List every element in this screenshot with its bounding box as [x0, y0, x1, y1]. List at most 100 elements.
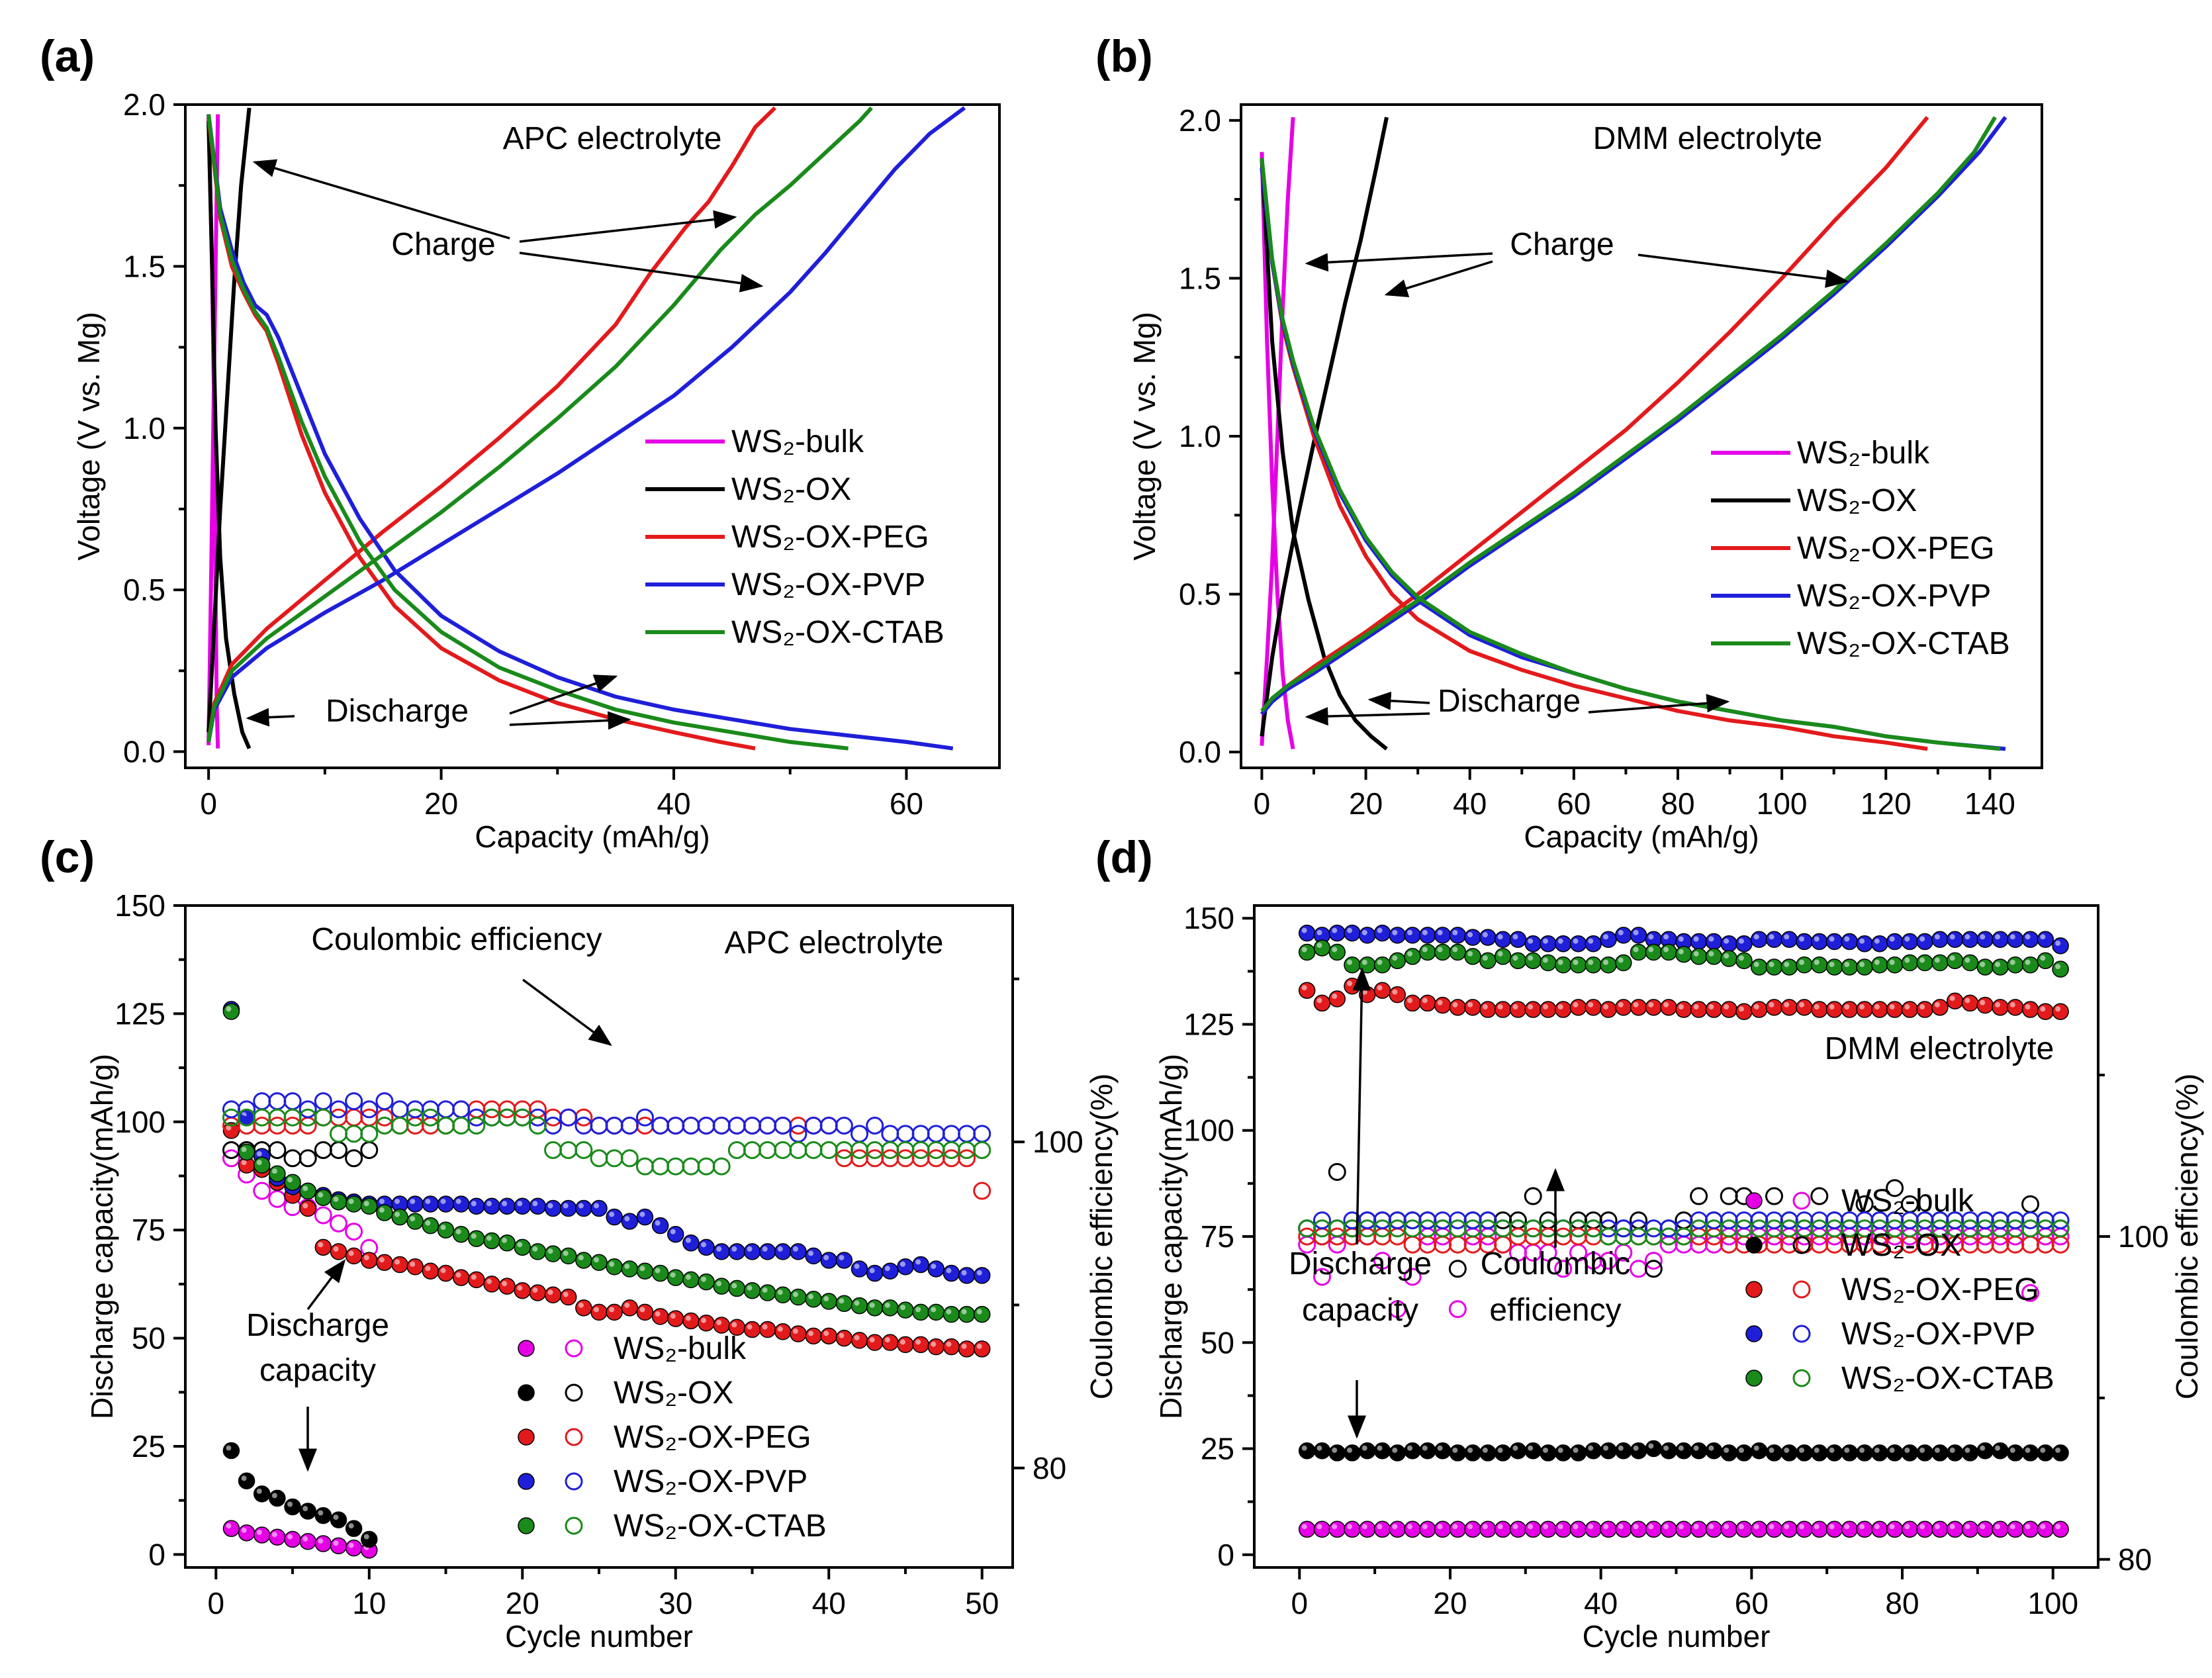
capacity-point-highlight	[1753, 934, 1759, 940]
capacity-point-highlight	[1829, 936, 1835, 942]
capacity-point-ws2-ox-peg	[2037, 1003, 2054, 1021]
capacity-point-highlight	[1392, 1447, 1398, 1453]
capacity-point-highlight	[1724, 953, 1729, 959]
capacity-point-ws2-bulk	[314, 1535, 332, 1552]
capacity-point-ws2-bulk	[2007, 1520, 2024, 1538]
capacity-point-highlight	[1874, 1447, 1880, 1453]
efficiency-point-ws2-ox-ctab	[575, 1141, 593, 1159]
capacity-point-ws2-ox-ctab	[1992, 958, 2009, 976]
legend-label-ws2-ox: WS₂-OX	[1841, 1228, 1961, 1263]
capacity-point-ws2-ox-pvp	[2007, 931, 2024, 949]
x-tick-label: 20	[1433, 1586, 1467, 1620]
capacity-point-ws2-ox-pvp	[927, 1260, 945, 1278]
capacity-point-highlight	[899, 1339, 905, 1345]
capacity-point-ws2-ox-peg	[820, 1327, 837, 1345]
capacity-point-ws2-ox-pvp	[866, 1264, 884, 1282]
capacity-point-ws2-ox-peg	[1389, 986, 1406, 1003]
capacity-point-highlight	[1301, 1524, 1307, 1530]
capacity-point-ws2-ox-peg	[1946, 992, 1964, 1009]
capacity-point-highlight	[302, 1186, 308, 1191]
capacity-point-ws2-ox-ctab	[391, 1208, 408, 1226]
capacity-point-ws2-ox	[1373, 1442, 1391, 1460]
capacity-point-ws2-ox-peg	[606, 1303, 623, 1321]
capacity-point-ws2-ox	[238, 1472, 255, 1490]
capacity-point-highlight	[1528, 1445, 1534, 1451]
capacity-point-highlight	[333, 1196, 339, 1202]
capacity-point-highlight	[670, 1313, 676, 1319]
capacity-point-ws2-ox-peg	[376, 1254, 393, 1271]
capacity-point-highlight	[1663, 1445, 1669, 1451]
capacity-point-ws2-bulk	[1524, 1520, 1542, 1538]
capacity-point-highlight	[1512, 1445, 1518, 1451]
capacity-point-ws2-ox-ctab	[1841, 958, 1859, 976]
capacity-point-ws2-ox-pvp	[759, 1243, 776, 1260]
discharge-curve-ws2-bulk	[1260, 152, 1295, 749]
capacity-point-ws2-ox-peg	[1750, 1001, 1768, 1018]
capacity-point-ws2-ox	[1569, 1444, 1587, 1462]
capacity-point-ws2-bulk	[1871, 1520, 1888, 1538]
capacity-point-highlight	[1648, 1524, 1654, 1530]
capacity-point-ws2-ox-peg	[2052, 1003, 2069, 1021]
capacity-point-highlight	[256, 1151, 262, 1157]
y-tick-label: 75	[1201, 1219, 1234, 1254]
y-tick-label: 2.0	[123, 87, 165, 122]
capacity-point-highlight	[1874, 1524, 1880, 1530]
capacity-point-highlight	[869, 1302, 875, 1308]
capacity-point-highlight	[884, 1337, 890, 1343]
capacity-point-ws2-ox	[269, 1489, 286, 1507]
capacity-point-ws2-ox-pvp	[667, 1225, 684, 1243]
capacity-point-ws2-ox-pvp	[1449, 927, 1467, 944]
capacity-point-ws2-ox-pvp	[1359, 927, 1376, 944]
capacity-point-highlight	[1512, 934, 1518, 940]
capacity-point-highlight	[2055, 940, 2061, 946]
capacity-point-highlight	[1573, 1447, 1579, 1453]
capacity-point-highlight	[1829, 1004, 1835, 1010]
capacity-point-highlight	[1663, 947, 1669, 953]
capacity-point-ws2-ox-peg	[330, 1243, 347, 1260]
efficiency-point-ws2-ox	[299, 1149, 317, 1168]
capacity-point-highlight	[701, 1317, 707, 1323]
y-tick-label: 0	[148, 1537, 165, 1571]
capacity-point-highlight	[1859, 1524, 1865, 1530]
capacity-point-highlight	[1919, 936, 1925, 942]
capacity-point-ws2-bulk	[253, 1526, 271, 1544]
capacity-point-highlight	[1904, 936, 1910, 942]
capacity-point-highlight	[348, 1250, 354, 1256]
charge-arrow	[519, 210, 737, 243]
capacity-point-highlight	[226, 1125, 232, 1131]
capacity-point-ws2-bulk	[1825, 1520, 1843, 1538]
capacity-point-highlight	[1844, 961, 1850, 967]
capacity-point-ws2-ox-pvp	[1615, 927, 1632, 944]
capacity-point-highlight	[1844, 1004, 1850, 1010]
capacity-point-ws2-ox-ctab	[851, 1297, 868, 1315]
capacity-point-highlight	[1452, 1447, 1458, 1453]
capacity-point-highlight	[823, 1296, 829, 1302]
panel-label: (c)	[40, 832, 95, 882]
capacity-point-ws2-ox-ctab	[1811, 956, 1828, 974]
capacity-point-ws2-ox-pvp	[1600, 931, 1617, 949]
legend-open-marker-ws2-ox-ctab	[565, 1516, 583, 1535]
capacity-point-highlight	[578, 1302, 584, 1308]
capacity-point-ws2-ox-peg	[743, 1321, 761, 1338]
capacity-point-highlight	[1859, 961, 1865, 967]
legend-filled-marker-ws2-ox-pvp	[518, 1473, 535, 1490]
capacity-point-highlight	[1769, 1002, 1774, 1007]
capacity-point-highlight	[1799, 1524, 1805, 1530]
capacity-point-ws2-ox-pvp	[1735, 935, 1753, 953]
efficiency-point-ws2-bulk	[345, 1223, 363, 1241]
capacity-point-ws2-ox-ctab	[774, 1286, 792, 1303]
electrolyte-annotation: DMM electrolyte	[1593, 121, 1823, 156]
discharge-arrow	[509, 711, 631, 730]
capacity-point-highlight	[2040, 1524, 2046, 1530]
capacity-point-highlight	[1452, 947, 1458, 953]
capacity-point-highlight	[1346, 927, 1352, 933]
capacity-point-ws2-bulk	[1931, 1520, 1949, 1538]
capacity-point-ws2-ox-ctab	[759, 1284, 776, 1301]
capacity-point-ws2-ox-peg	[682, 1312, 700, 1330]
capacity-point-highlight	[1557, 938, 1563, 944]
capacity-point-ws2-ox-pvp	[1479, 929, 1497, 946]
capacity-point-highlight	[1949, 955, 1955, 961]
capacity-point-ws2-ox-peg	[835, 1329, 853, 1347]
capacity-point-highlight	[931, 1264, 937, 1270]
capacity-point-ws2-ox-peg	[406, 1258, 424, 1276]
